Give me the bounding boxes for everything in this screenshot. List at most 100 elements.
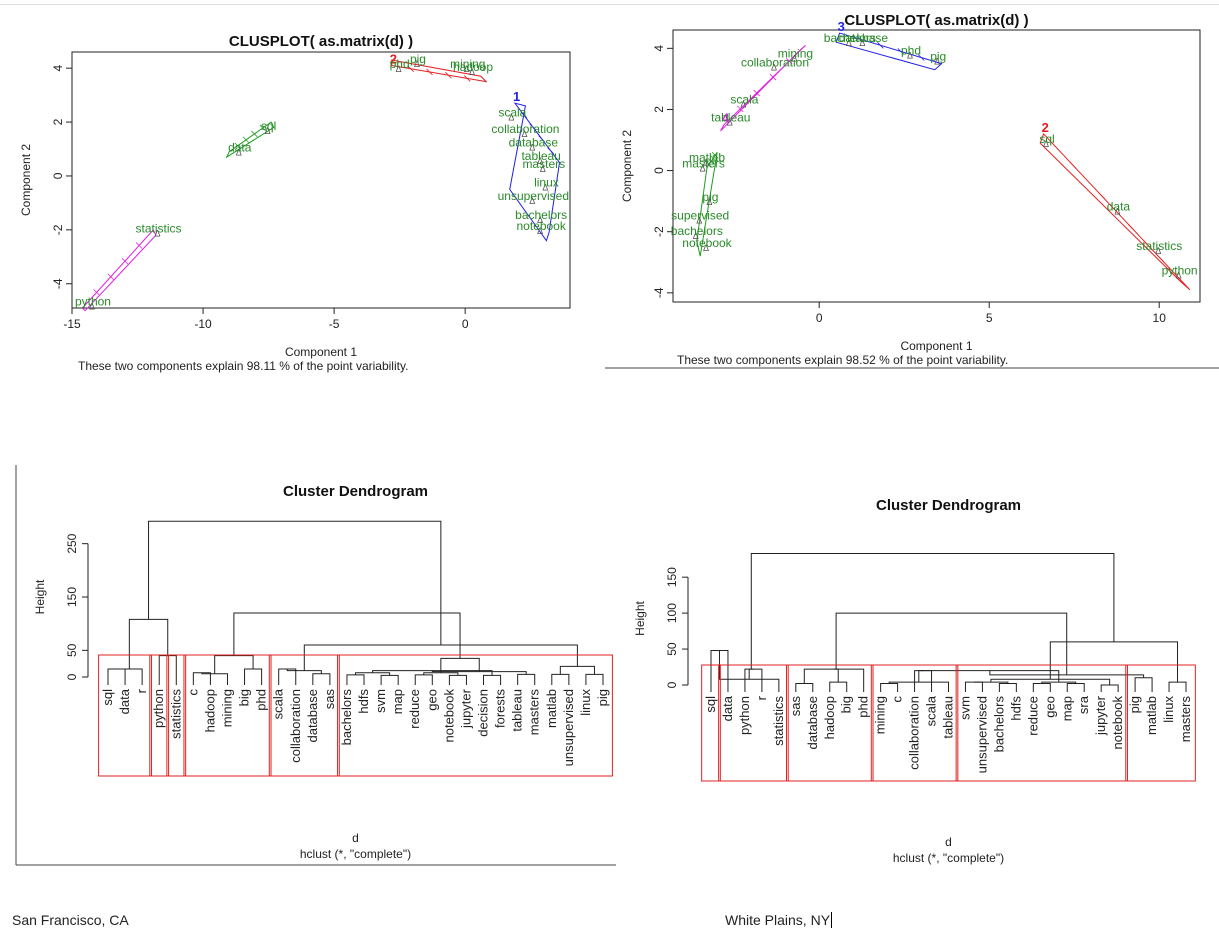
leaf-label: phd <box>856 696 871 718</box>
point-marker: Δ <box>727 118 733 128</box>
y-tick-label: 0 <box>665 681 679 688</box>
dendrogram-link <box>920 670 1060 683</box>
leaf-label: tableau <box>510 689 525 732</box>
dendrogram-link <box>1168 681 1187 692</box>
chart-title: Cluster Dendrogram <box>876 497 1021 514</box>
point-label: notebook <box>516 219 566 233</box>
dendrogram-link <box>880 683 899 692</box>
dendrogram-link <box>517 673 536 685</box>
leaf-label: reduce <box>1025 696 1040 736</box>
cluster-box <box>98 654 153 777</box>
point-marker: Δ <box>771 63 777 73</box>
cluster-box <box>870 664 959 782</box>
cluster-number: 2 <box>390 51 397 66</box>
point-label: database <box>839 31 889 45</box>
leaf-label: masters <box>1178 696 1193 743</box>
point-marker: Δ <box>265 126 271 136</box>
point-marker: Δ <box>693 231 699 241</box>
cluster-shading <box>529 123 537 131</box>
cluster-shading <box>242 136 250 144</box>
y-tick-label: 0 <box>51 172 65 179</box>
y-tick-label: 150 <box>665 567 679 587</box>
dendrogram-link <box>192 672 211 685</box>
leaf-label: collaboration <box>907 696 922 770</box>
cluster-shading <box>1098 192 1106 200</box>
point-label: masters <box>682 157 725 171</box>
leaf-label: hadoop <box>822 696 837 739</box>
cluster-shading <box>426 68 433 76</box>
leaf-label: c <box>890 696 905 703</box>
cluster-box <box>268 654 340 777</box>
hclust-caption: hclust (*, "complete") <box>300 847 411 861</box>
leaf-label: data <box>117 688 132 714</box>
point-marker: Δ <box>740 99 746 109</box>
y-tick-label: 2 <box>51 118 65 125</box>
leaf-label: database <box>305 689 320 743</box>
dendrogram-link <box>964 681 983 692</box>
y-axis-label: Component 2 <box>19 144 33 216</box>
point-marker: Δ <box>529 196 535 206</box>
dendrogram-link <box>312 673 331 685</box>
dendrogram-link <box>585 673 604 685</box>
point-label: bachelors <box>824 31 876 45</box>
cluster-box <box>166 654 187 777</box>
leaf-label: linux <box>1161 696 1176 723</box>
point-label: statistics <box>135 222 181 236</box>
point-label: tableau <box>521 149 560 163</box>
leaf-label: scala <box>271 688 286 719</box>
point-label: phd <box>901 43 921 57</box>
cluster-ellipse <box>696 151 718 257</box>
cluster-shading <box>463 75 471 82</box>
point-label: masters <box>522 157 565 171</box>
leaf-label: forests <box>493 689 508 729</box>
cluster-number: 3 <box>838 19 845 34</box>
leaf-label: statistics <box>771 696 786 746</box>
cluster-shading <box>107 273 115 281</box>
leaf-label: pig <box>595 689 610 706</box>
y-tick-label: 0 <box>652 167 666 174</box>
dendrogram-left: Cluster Dendrogram 0 50 150 250 Height sql data… <box>0 465 620 875</box>
cluster-box <box>183 654 272 777</box>
point-marker: Δ <box>469 67 475 77</box>
cluster-shading <box>705 161 713 168</box>
cluster-shading <box>520 111 528 119</box>
point-marker: Δ <box>89 301 95 311</box>
cluster-ellipse <box>81 228 157 312</box>
point-label: data <box>228 141 252 155</box>
dendrogram-link <box>748 668 754 680</box>
cluster-box <box>785 664 874 782</box>
point-label: linux <box>534 176 559 190</box>
leaf-label: python <box>151 689 166 728</box>
point-label: notebook <box>682 236 732 250</box>
cluster-box <box>955 664 1128 782</box>
dendrogram-link <box>551 673 570 685</box>
point-label: supervised <box>671 208 729 222</box>
leaf-label: collaboration <box>288 689 303 763</box>
cluster-shading <box>93 289 100 296</box>
leaf-label: r <box>754 695 769 700</box>
y-axis-label: Height <box>633 600 647 635</box>
cluster-box <box>337 654 613 777</box>
dendrogram-link <box>750 552 1115 670</box>
point-label: pig <box>930 50 946 64</box>
point-marker: Δ <box>1114 206 1120 216</box>
cluster-shading <box>877 41 884 49</box>
point-label: mining <box>450 57 485 71</box>
point-label: bachelors <box>515 208 567 222</box>
cluster-ellipse <box>225 121 275 159</box>
dendrogram-link <box>1049 641 1179 683</box>
cluster-shading <box>709 155 717 162</box>
right-city-label: White Plains, NY <box>725 912 833 928</box>
leaf-label: bachelors <box>991 696 1006 753</box>
cluster-shading <box>711 152 719 159</box>
point-marker: Δ <box>696 215 702 225</box>
leaf-label: masters <box>527 689 542 736</box>
leaf-label: statistics <box>168 689 183 739</box>
x-tick-label: -10 <box>194 317 212 331</box>
leaf-label: geo <box>1042 696 1057 718</box>
point-label: phd <box>390 57 410 71</box>
x-tick-label: 10 <box>1153 311 1167 325</box>
leaf-label: sql <box>703 696 718 713</box>
y-axis-label: Height <box>33 579 47 614</box>
